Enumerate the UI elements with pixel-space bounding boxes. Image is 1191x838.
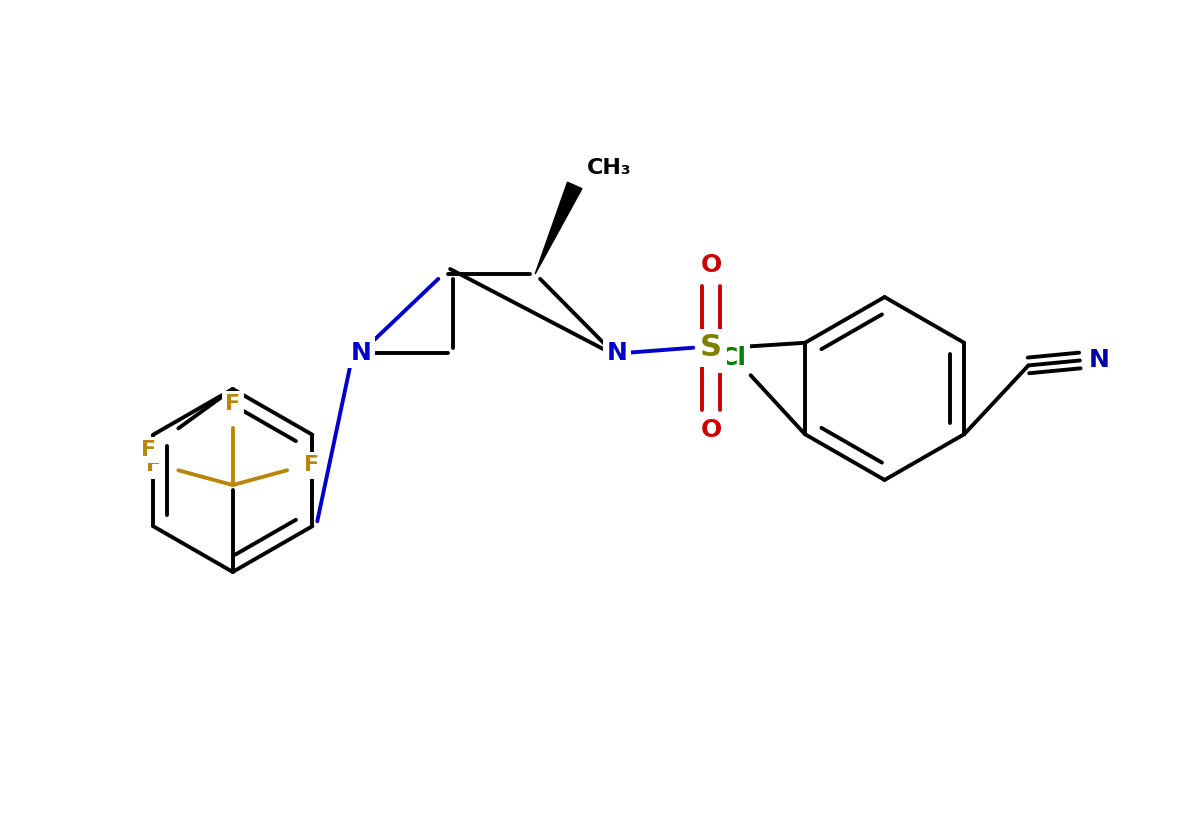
- Polygon shape: [535, 182, 582, 274]
- Text: CH₃: CH₃: [587, 158, 631, 178]
- Text: F: F: [142, 440, 156, 460]
- Text: N: N: [606, 340, 628, 365]
- Text: F: F: [225, 395, 241, 415]
- Text: N: N: [351, 340, 372, 365]
- Text: F: F: [304, 455, 319, 475]
- Text: F: F: [146, 455, 161, 475]
- Text: Cl: Cl: [719, 345, 747, 370]
- Text: S: S: [700, 334, 722, 362]
- Text: O: O: [700, 418, 722, 442]
- Text: O: O: [700, 253, 722, 277]
- Text: N: N: [1089, 349, 1110, 372]
